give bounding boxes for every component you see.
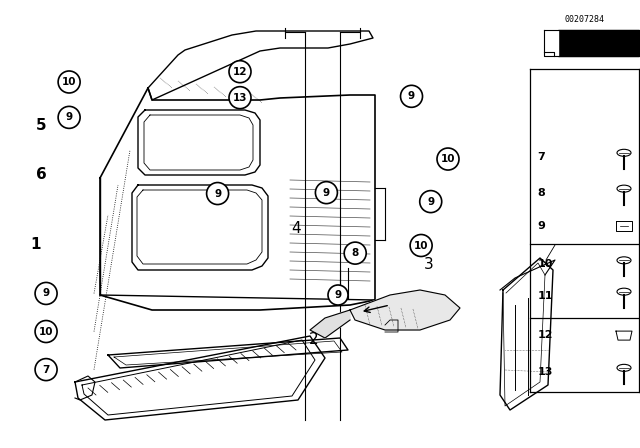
Text: 10: 10 (414, 241, 428, 250)
Text: 7: 7 (538, 152, 545, 162)
Text: 9: 9 (65, 112, 73, 122)
Text: 8: 8 (538, 188, 545, 198)
Text: 9: 9 (408, 91, 415, 101)
Text: 9: 9 (538, 221, 545, 231)
Circle shape (410, 234, 432, 257)
Circle shape (344, 242, 366, 264)
Text: 00207284: 00207284 (564, 15, 604, 24)
Circle shape (58, 106, 80, 129)
Text: 7: 7 (42, 365, 50, 375)
Text: 12: 12 (538, 330, 553, 340)
Text: 5: 5 (36, 118, 47, 133)
Circle shape (35, 358, 57, 381)
Text: 9: 9 (335, 290, 342, 300)
Text: 6: 6 (36, 167, 47, 182)
Text: 9: 9 (214, 189, 221, 198)
Text: 13: 13 (233, 93, 247, 103)
Text: 10: 10 (441, 154, 455, 164)
Text: 10: 10 (39, 327, 53, 336)
Text: 3: 3 (424, 257, 434, 272)
Text: 8: 8 (351, 248, 359, 258)
Circle shape (229, 60, 251, 83)
Circle shape (35, 282, 57, 305)
Circle shape (229, 86, 251, 109)
Text: 4: 4 (291, 221, 301, 236)
Text: 13: 13 (538, 367, 553, 377)
Circle shape (35, 320, 57, 343)
Polygon shape (544, 30, 558, 56)
Circle shape (420, 190, 442, 213)
Circle shape (316, 181, 337, 204)
Text: 10: 10 (62, 77, 76, 87)
Text: 9: 9 (323, 188, 330, 198)
Text: 1: 1 (30, 237, 40, 252)
Circle shape (328, 285, 348, 305)
Circle shape (401, 85, 422, 108)
Text: 11: 11 (538, 291, 553, 301)
Text: 2: 2 (308, 332, 319, 347)
Polygon shape (558, 30, 639, 56)
Text: 9: 9 (427, 197, 435, 207)
Text: 12: 12 (233, 67, 247, 77)
Text: 10: 10 (538, 259, 553, 269)
Circle shape (437, 148, 459, 170)
Text: 9: 9 (42, 289, 50, 298)
Polygon shape (350, 290, 460, 330)
Circle shape (207, 182, 228, 205)
Circle shape (58, 71, 80, 93)
Polygon shape (310, 310, 350, 338)
